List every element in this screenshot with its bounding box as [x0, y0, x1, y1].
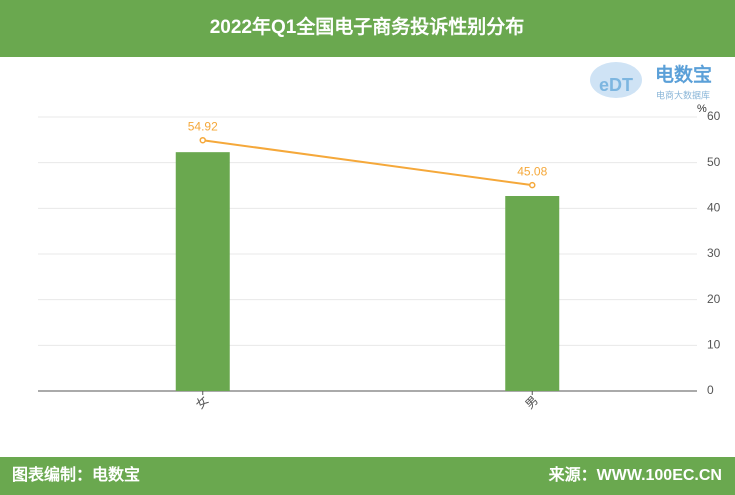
- logo-name: 电数宝: [655, 63, 712, 86]
- logo-tagline: 电商大数据库: [656, 89, 710, 100]
- footer-left: 图表编制：电数宝: [12, 465, 140, 484]
- line-point: [529, 181, 536, 189]
- data-label: 54.92: [188, 119, 218, 133]
- x-tick-label: 男: [522, 393, 540, 411]
- bar: [175, 152, 230, 391]
- x-tick-label: 女: [192, 393, 211, 412]
- logo-mark: eDT: [599, 75, 633, 95]
- line-point: [199, 136, 206, 144]
- bar: [505, 196, 560, 391]
- logo-cloud: [590, 62, 642, 98]
- data-label: 45.08: [517, 164, 547, 178]
- footer-band: [0, 457, 735, 495]
- y-tick-label: 40: [707, 201, 721, 215]
- y-tick-label: 10: [707, 338, 721, 352]
- y-unit: %: [697, 103, 707, 115]
- header-band: [0, 0, 735, 57]
- y-tick-label: 50: [707, 155, 721, 169]
- footer-right: 来源：WWW.100EC.CN: [548, 465, 722, 484]
- y-tick-label: 30: [707, 246, 721, 260]
- y-tick-label: 20: [707, 292, 721, 306]
- y-tick-label: 0: [707, 383, 714, 397]
- line: [202, 139, 533, 187]
- chart-title: 2022年Q1全国电子商务投诉性别分布: [210, 15, 525, 38]
- y-tick-label: 60: [707, 109, 721, 123]
